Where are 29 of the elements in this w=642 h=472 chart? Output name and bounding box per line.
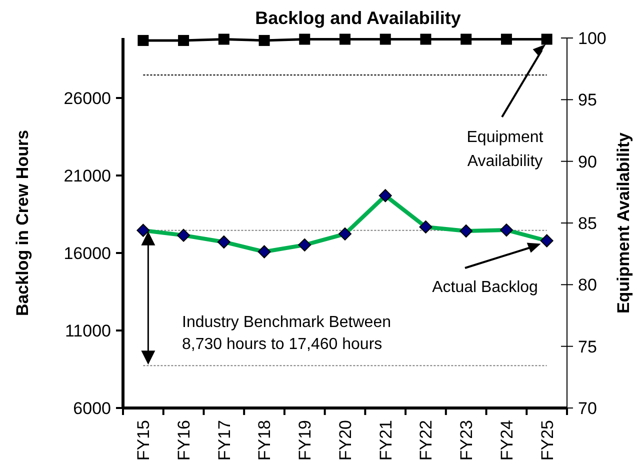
x-tick-label: FY22 xyxy=(416,420,436,461)
x-tick-label: FY15 xyxy=(134,420,154,461)
x-tick-label: FY23 xyxy=(457,420,476,461)
x-tick-label: FY25 xyxy=(538,420,557,461)
x-tick-label: FY20 xyxy=(336,420,355,461)
x-tick-label: FY16 xyxy=(174,420,194,461)
y-tick-label: 21000 xyxy=(64,166,111,186)
legend-label: Actual Backlog xyxy=(432,279,538,296)
y-tick-label: 26000 xyxy=(64,88,111,108)
text: Equipment Availability xyxy=(466,129,544,170)
y2-tick-label: 80 xyxy=(578,276,597,295)
y2-tick-label: 95 xyxy=(578,90,597,110)
y2-axis-title: Equipment Availability xyxy=(614,132,633,314)
x-tick-label: FY24 xyxy=(497,420,516,461)
x-tick-label: FY21 xyxy=(376,420,396,461)
x-tick-label: FY19 xyxy=(296,420,315,461)
y2-tick-label: 75 xyxy=(578,337,597,356)
y-axis-title: Backlog in Crew Hours xyxy=(12,130,32,316)
y2-tick-label: 85 xyxy=(578,214,597,233)
x-tick-label: FY17 xyxy=(214,420,234,461)
y2-tick-label: 90 xyxy=(578,152,597,172)
y-tick-label: 11000 xyxy=(64,321,111,340)
y2-tick-label: 100 xyxy=(578,28,606,48)
y-tick-label: 6000 xyxy=(73,398,111,418)
y-tick-label: 16000 xyxy=(64,244,111,263)
chart-title: Backlog and Availability xyxy=(255,8,461,28)
y2-tick-label: 70 xyxy=(578,398,597,418)
annotation: Industry Benchmark Between 8,730 hours to 17,460 hours xyxy=(182,314,391,353)
x-tick-label: FY18 xyxy=(255,420,274,461)
